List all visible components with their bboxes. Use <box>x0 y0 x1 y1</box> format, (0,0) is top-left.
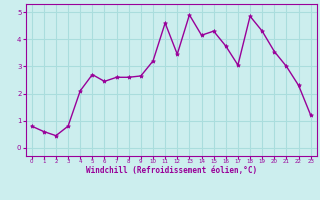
X-axis label: Windchill (Refroidissement éolien,°C): Windchill (Refroidissement éolien,°C) <box>86 166 257 175</box>
